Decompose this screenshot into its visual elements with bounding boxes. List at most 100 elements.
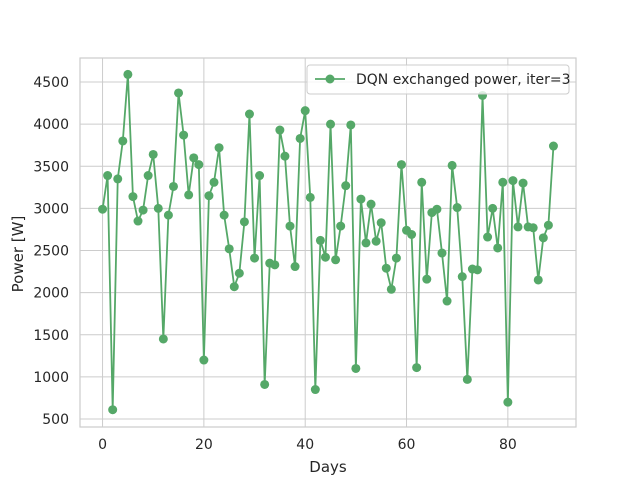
plot-frame [79, 57, 577, 428]
data-point [381, 263, 391, 273]
y-tick-label: 2000 [33, 286, 69, 302]
data-point [184, 190, 194, 200]
data-point [407, 229, 417, 239]
data-point [543, 220, 553, 230]
x-axis-ticks: 0 20 40 60 80 [98, 437, 517, 453]
y-tick-label: 2500 [33, 244, 69, 260]
series-line [101, 73, 555, 411]
data-point [113, 174, 123, 184]
data-point [533, 275, 543, 285]
data-point [366, 199, 376, 209]
y-tick-label: 500 [42, 412, 69, 428]
data-point [331, 255, 341, 265]
data-point [239, 217, 249, 227]
data-point [417, 177, 427, 187]
data-point [290, 262, 300, 272]
data-point [295, 133, 305, 143]
data-point [214, 143, 224, 153]
data-point [244, 109, 254, 119]
data-point [224, 244, 234, 254]
data-point [158, 334, 168, 344]
data-point [229, 282, 239, 292]
y-tick-label: 4000 [33, 117, 69, 133]
y-tick-label: 3000 [33, 201, 69, 217]
data-point [168, 181, 178, 191]
data-point [315, 235, 325, 245]
y-tick-label: 4500 [33, 75, 69, 91]
data-point [442, 296, 452, 306]
data-point [513, 222, 523, 232]
data-point [133, 216, 143, 226]
data-point [356, 194, 366, 204]
data-point [108, 405, 118, 415]
data-point [503, 397, 513, 407]
data-point [280, 151, 290, 161]
data-point [341, 181, 351, 191]
data-point [412, 363, 422, 373]
data-point [219, 210, 229, 220]
legend-box [306, 64, 570, 95]
x-tick-label: 0 [98, 437, 107, 453]
y-tick-label: 1000 [33, 370, 69, 386]
plot-area [80, 58, 576, 427]
data-point [371, 236, 381, 246]
data-point [452, 203, 462, 213]
series-layer [98, 69, 558, 415]
data-point [538, 233, 548, 243]
y-tick-label: 3500 [33, 159, 69, 175]
data-point [138, 205, 148, 215]
x-tick-label: 60 [398, 437, 416, 453]
data-point [457, 272, 467, 282]
data-point [528, 223, 538, 233]
data-point [153, 203, 163, 213]
data-point [174, 88, 184, 98]
x-tick-label: 80 [499, 437, 517, 453]
data-point [148, 149, 158, 159]
data-point [432, 204, 442, 214]
y-axis-ticks: 500 1000 1500 2000 2500 3000 3500 4000 4500 [33, 75, 69, 428]
data-point [548, 141, 558, 151]
data-point [498, 177, 508, 187]
data-point [128, 192, 138, 202]
data-point [488, 203, 498, 213]
data-point [320, 252, 330, 262]
data-point [98, 204, 108, 214]
data-point [391, 253, 401, 263]
data-point [143, 171, 153, 181]
data-point [163, 210, 173, 220]
plot-border [79, 57, 577, 428]
data-point [209, 177, 219, 187]
data-point [508, 176, 518, 186]
data-point [351, 363, 361, 373]
data-point [204, 191, 214, 201]
data-point [199, 355, 209, 365]
x-axis-label: Days [309, 458, 347, 476]
data-point [103, 171, 113, 181]
data-point [189, 153, 199, 163]
grid-lines [80, 58, 576, 427]
y-axis-label: Power [W] [9, 216, 27, 293]
data-point [472, 265, 482, 275]
x-tick-label: 40 [296, 437, 314, 453]
legend: DQN exchanged power, iter=3 [306, 64, 571, 95]
data-point [493, 243, 503, 253]
legend-marker-swatch [325, 74, 335, 84]
data-point [326, 119, 336, 129]
data-point [194, 160, 204, 170]
data-point [346, 120, 356, 130]
data-point [285, 221, 295, 231]
data-point [483, 232, 493, 242]
data-point [518, 178, 528, 188]
data-point [376, 218, 386, 228]
data-point [270, 260, 280, 270]
data-point [437, 248, 447, 258]
data-point [422, 274, 432, 284]
data-point [336, 221, 346, 231]
data-point [275, 125, 285, 135]
data-point [386, 284, 396, 294]
legend-label: DQN exchanged power, iter=3 [356, 72, 571, 88]
data-point [310, 385, 320, 395]
data-point [462, 374, 472, 384]
